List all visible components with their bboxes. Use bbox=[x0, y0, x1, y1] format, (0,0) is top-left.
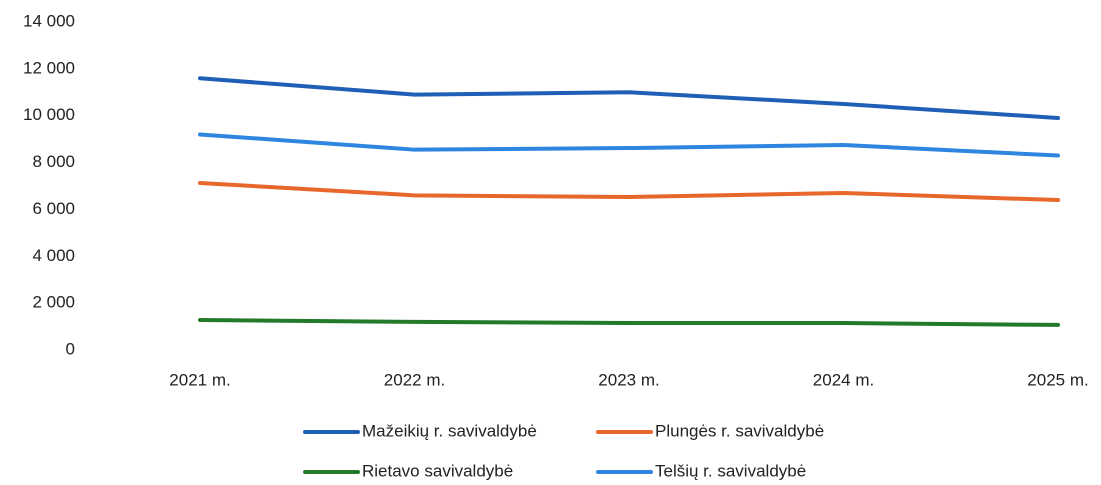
y-tick-label: 2 000 bbox=[32, 293, 75, 312]
y-tick-label: 12 000 bbox=[23, 58, 75, 77]
y-tick-label: 14 000 bbox=[23, 11, 75, 30]
x-tick-label: 2022 m. bbox=[384, 370, 445, 389]
x-tick-label: 2024 m. bbox=[813, 370, 874, 389]
y-tick-label: 10 000 bbox=[23, 105, 75, 124]
x-tick-label: 2025 m. bbox=[1027, 370, 1088, 389]
legend-label: Rietavo savivaldybė bbox=[362, 461, 513, 480]
legend-label: Telšių r. savivaldybė bbox=[655, 461, 806, 480]
x-tick-label: 2021 m. bbox=[169, 370, 230, 389]
y-tick-label: 8 000 bbox=[32, 152, 75, 171]
series-line bbox=[198, 318, 1060, 327]
series-line bbox=[198, 180, 1060, 203]
y-tick-label: 0 bbox=[66, 339, 75, 358]
x-tick-label: 2023 m. bbox=[598, 370, 659, 389]
y-tick-label: 6 000 bbox=[32, 199, 75, 218]
y-tick-label: 4 000 bbox=[32, 246, 75, 265]
series-line bbox=[198, 132, 1060, 158]
legend-label: Plungės r. savivaldybė bbox=[655, 421, 824, 440]
series-line bbox=[198, 76, 1060, 121]
legend-label: Mažeikių r. savivaldybė bbox=[362, 421, 537, 440]
